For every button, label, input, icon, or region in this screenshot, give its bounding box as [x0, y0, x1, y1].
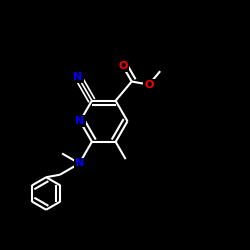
- Text: O: O: [118, 62, 128, 72]
- Text: N: N: [75, 116, 85, 126]
- Text: N: N: [75, 158, 84, 168]
- Text: O: O: [144, 80, 154, 90]
- Text: N: N: [74, 72, 83, 82]
